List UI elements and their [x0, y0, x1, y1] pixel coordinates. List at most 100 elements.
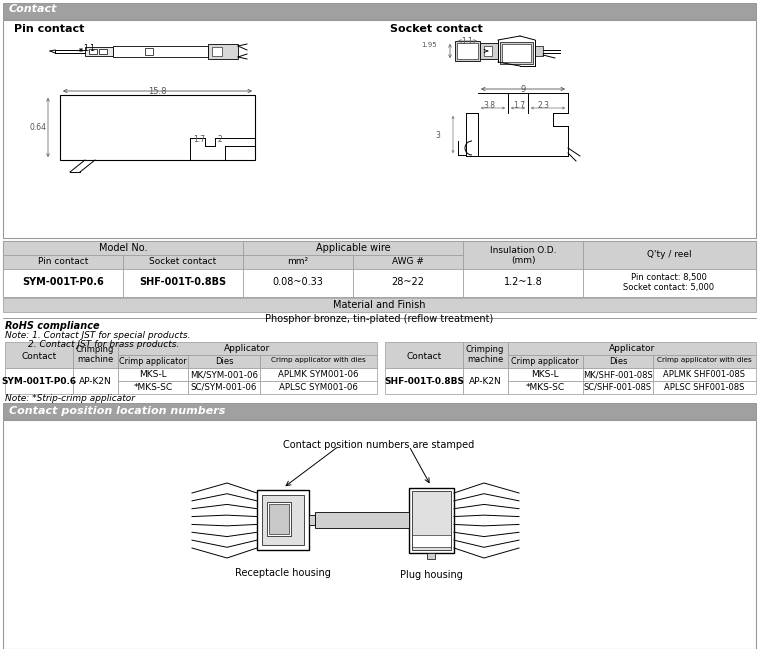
- Text: Crimping
machine: Crimping machine: [466, 345, 504, 364]
- Text: APLSC SHF001-08S: APLSC SHF001-08S: [664, 383, 744, 392]
- Text: Pin contact: Pin contact: [38, 257, 88, 266]
- Bar: [463, 368, 508, 394]
- Text: Plug housing: Plug housing: [399, 570, 462, 580]
- Bar: [353, 255, 463, 269]
- Bar: [508, 368, 583, 381]
- Bar: [653, 381, 756, 394]
- Bar: [3, 241, 243, 255]
- Bar: [3, 255, 123, 269]
- Bar: [315, 512, 409, 528]
- Text: SHF-001T-0.8BS: SHF-001T-0.8BS: [140, 277, 227, 287]
- Text: Pin contact: 8,500
Socket contact: 5,000: Pin contact: 8,500 Socket contact: 5,000: [623, 273, 714, 293]
- Bar: [3, 3, 756, 19]
- Text: 3: 3: [436, 131, 440, 140]
- Text: 2: 2: [217, 135, 222, 144]
- Bar: [5, 342, 73, 368]
- Text: Crimp applicator with dies: Crimp applicator with dies: [657, 357, 751, 363]
- Bar: [412, 535, 451, 547]
- Text: MKS-L: MKS-L: [531, 370, 559, 379]
- Text: 1.2~1.8: 1.2~1.8: [504, 277, 543, 287]
- Bar: [212, 47, 222, 56]
- Bar: [262, 495, 304, 545]
- Text: SHF-001T-0.8BS: SHF-001T-0.8BS: [384, 377, 464, 386]
- Bar: [243, 269, 353, 297]
- Text: Contact position location numbers: Contact position location numbers: [9, 406, 225, 416]
- Bar: [309, 515, 315, 525]
- Bar: [653, 368, 756, 381]
- Text: 1.1: 1.1: [83, 44, 95, 53]
- Bar: [73, 368, 118, 394]
- Text: 1.7: 1.7: [193, 135, 205, 144]
- Bar: [583, 269, 756, 297]
- Bar: [463, 269, 583, 297]
- Text: Contact: Contact: [21, 352, 57, 361]
- Text: 15.8: 15.8: [148, 87, 166, 96]
- Bar: [3, 403, 756, 419]
- Text: Insulation O.D.
(mm): Insulation O.D. (mm): [490, 246, 556, 265]
- Text: 28~22: 28~22: [392, 277, 424, 287]
- Bar: [89, 49, 97, 54]
- Text: SC/SYM-001-06: SC/SYM-001-06: [191, 383, 257, 392]
- Text: Crimp applicator with dies: Crimp applicator with dies: [271, 357, 365, 363]
- Bar: [508, 355, 583, 368]
- Bar: [508, 381, 583, 394]
- Bar: [3, 20, 756, 238]
- Bar: [427, 553, 435, 559]
- Bar: [463, 241, 583, 269]
- Text: Note: *Strip-crimp applicator: Note: *Strip-crimp applicator: [5, 394, 135, 403]
- Bar: [260, 355, 377, 368]
- Text: Crimp applicator: Crimp applicator: [119, 357, 187, 366]
- Bar: [457, 43, 478, 59]
- Bar: [455, 41, 480, 61]
- Text: 0.08~0.33: 0.08~0.33: [272, 277, 323, 287]
- Bar: [583, 355, 653, 368]
- Bar: [118, 355, 188, 368]
- Bar: [3, 298, 756, 312]
- Bar: [260, 381, 377, 394]
- Text: Applicator: Applicator: [224, 344, 270, 353]
- Bar: [412, 491, 451, 550]
- Bar: [353, 269, 463, 297]
- Text: 1.7: 1.7: [513, 101, 525, 110]
- Bar: [3, 269, 123, 297]
- Text: SYM-001T-P0.6: SYM-001T-P0.6: [2, 377, 77, 386]
- Text: Contact: Contact: [9, 4, 58, 14]
- Bar: [145, 48, 153, 55]
- Text: 2.3: 2.3: [538, 101, 550, 110]
- Bar: [60, 95, 255, 160]
- Bar: [267, 502, 291, 536]
- Bar: [535, 46, 543, 56]
- Text: RoHS compliance: RoHS compliance: [5, 321, 99, 331]
- Text: Contact position numbers are stamped: Contact position numbers are stamped: [283, 440, 474, 450]
- Text: AWG #: AWG #: [392, 257, 424, 266]
- Bar: [260, 368, 377, 381]
- Text: 0.64: 0.64: [30, 123, 47, 132]
- Text: *MKS-SC: *MKS-SC: [525, 383, 565, 392]
- Bar: [480, 43, 498, 59]
- Text: MKS-L: MKS-L: [139, 370, 167, 379]
- Bar: [118, 342, 377, 355]
- Text: Crimp applicator: Crimp applicator: [512, 357, 579, 366]
- Text: APLMK SYM001-06: APLMK SYM001-06: [278, 370, 358, 379]
- Text: APLMK SHF001-08S: APLMK SHF001-08S: [663, 370, 745, 379]
- Text: Phosphor bronze, tin-plated (reflow treatment): Phosphor bronze, tin-plated (reflow trea…: [265, 314, 493, 324]
- Text: Receptacle housing: Receptacle housing: [235, 568, 331, 578]
- Bar: [3, 241, 756, 297]
- Text: *MKS-SC: *MKS-SC: [134, 383, 172, 392]
- Bar: [385, 342, 463, 368]
- Bar: [243, 255, 353, 269]
- Text: SYM-001T-P0.6: SYM-001T-P0.6: [22, 277, 104, 287]
- Text: Contact: Contact: [406, 352, 442, 361]
- Bar: [118, 368, 188, 381]
- Bar: [73, 342, 118, 368]
- Bar: [502, 44, 531, 62]
- Text: 2. Contact JST for brass products.: 2. Contact JST for brass products.: [5, 340, 179, 349]
- Bar: [99, 49, 107, 54]
- Bar: [409, 488, 454, 553]
- Text: Model No.: Model No.: [99, 243, 147, 253]
- Bar: [653, 355, 756, 368]
- Text: Pin contact: Pin contact: [14, 24, 84, 34]
- Text: MK/SYM-001-06: MK/SYM-001-06: [190, 370, 258, 379]
- Text: Socket contact: Socket contact: [390, 24, 483, 34]
- Bar: [463, 342, 508, 368]
